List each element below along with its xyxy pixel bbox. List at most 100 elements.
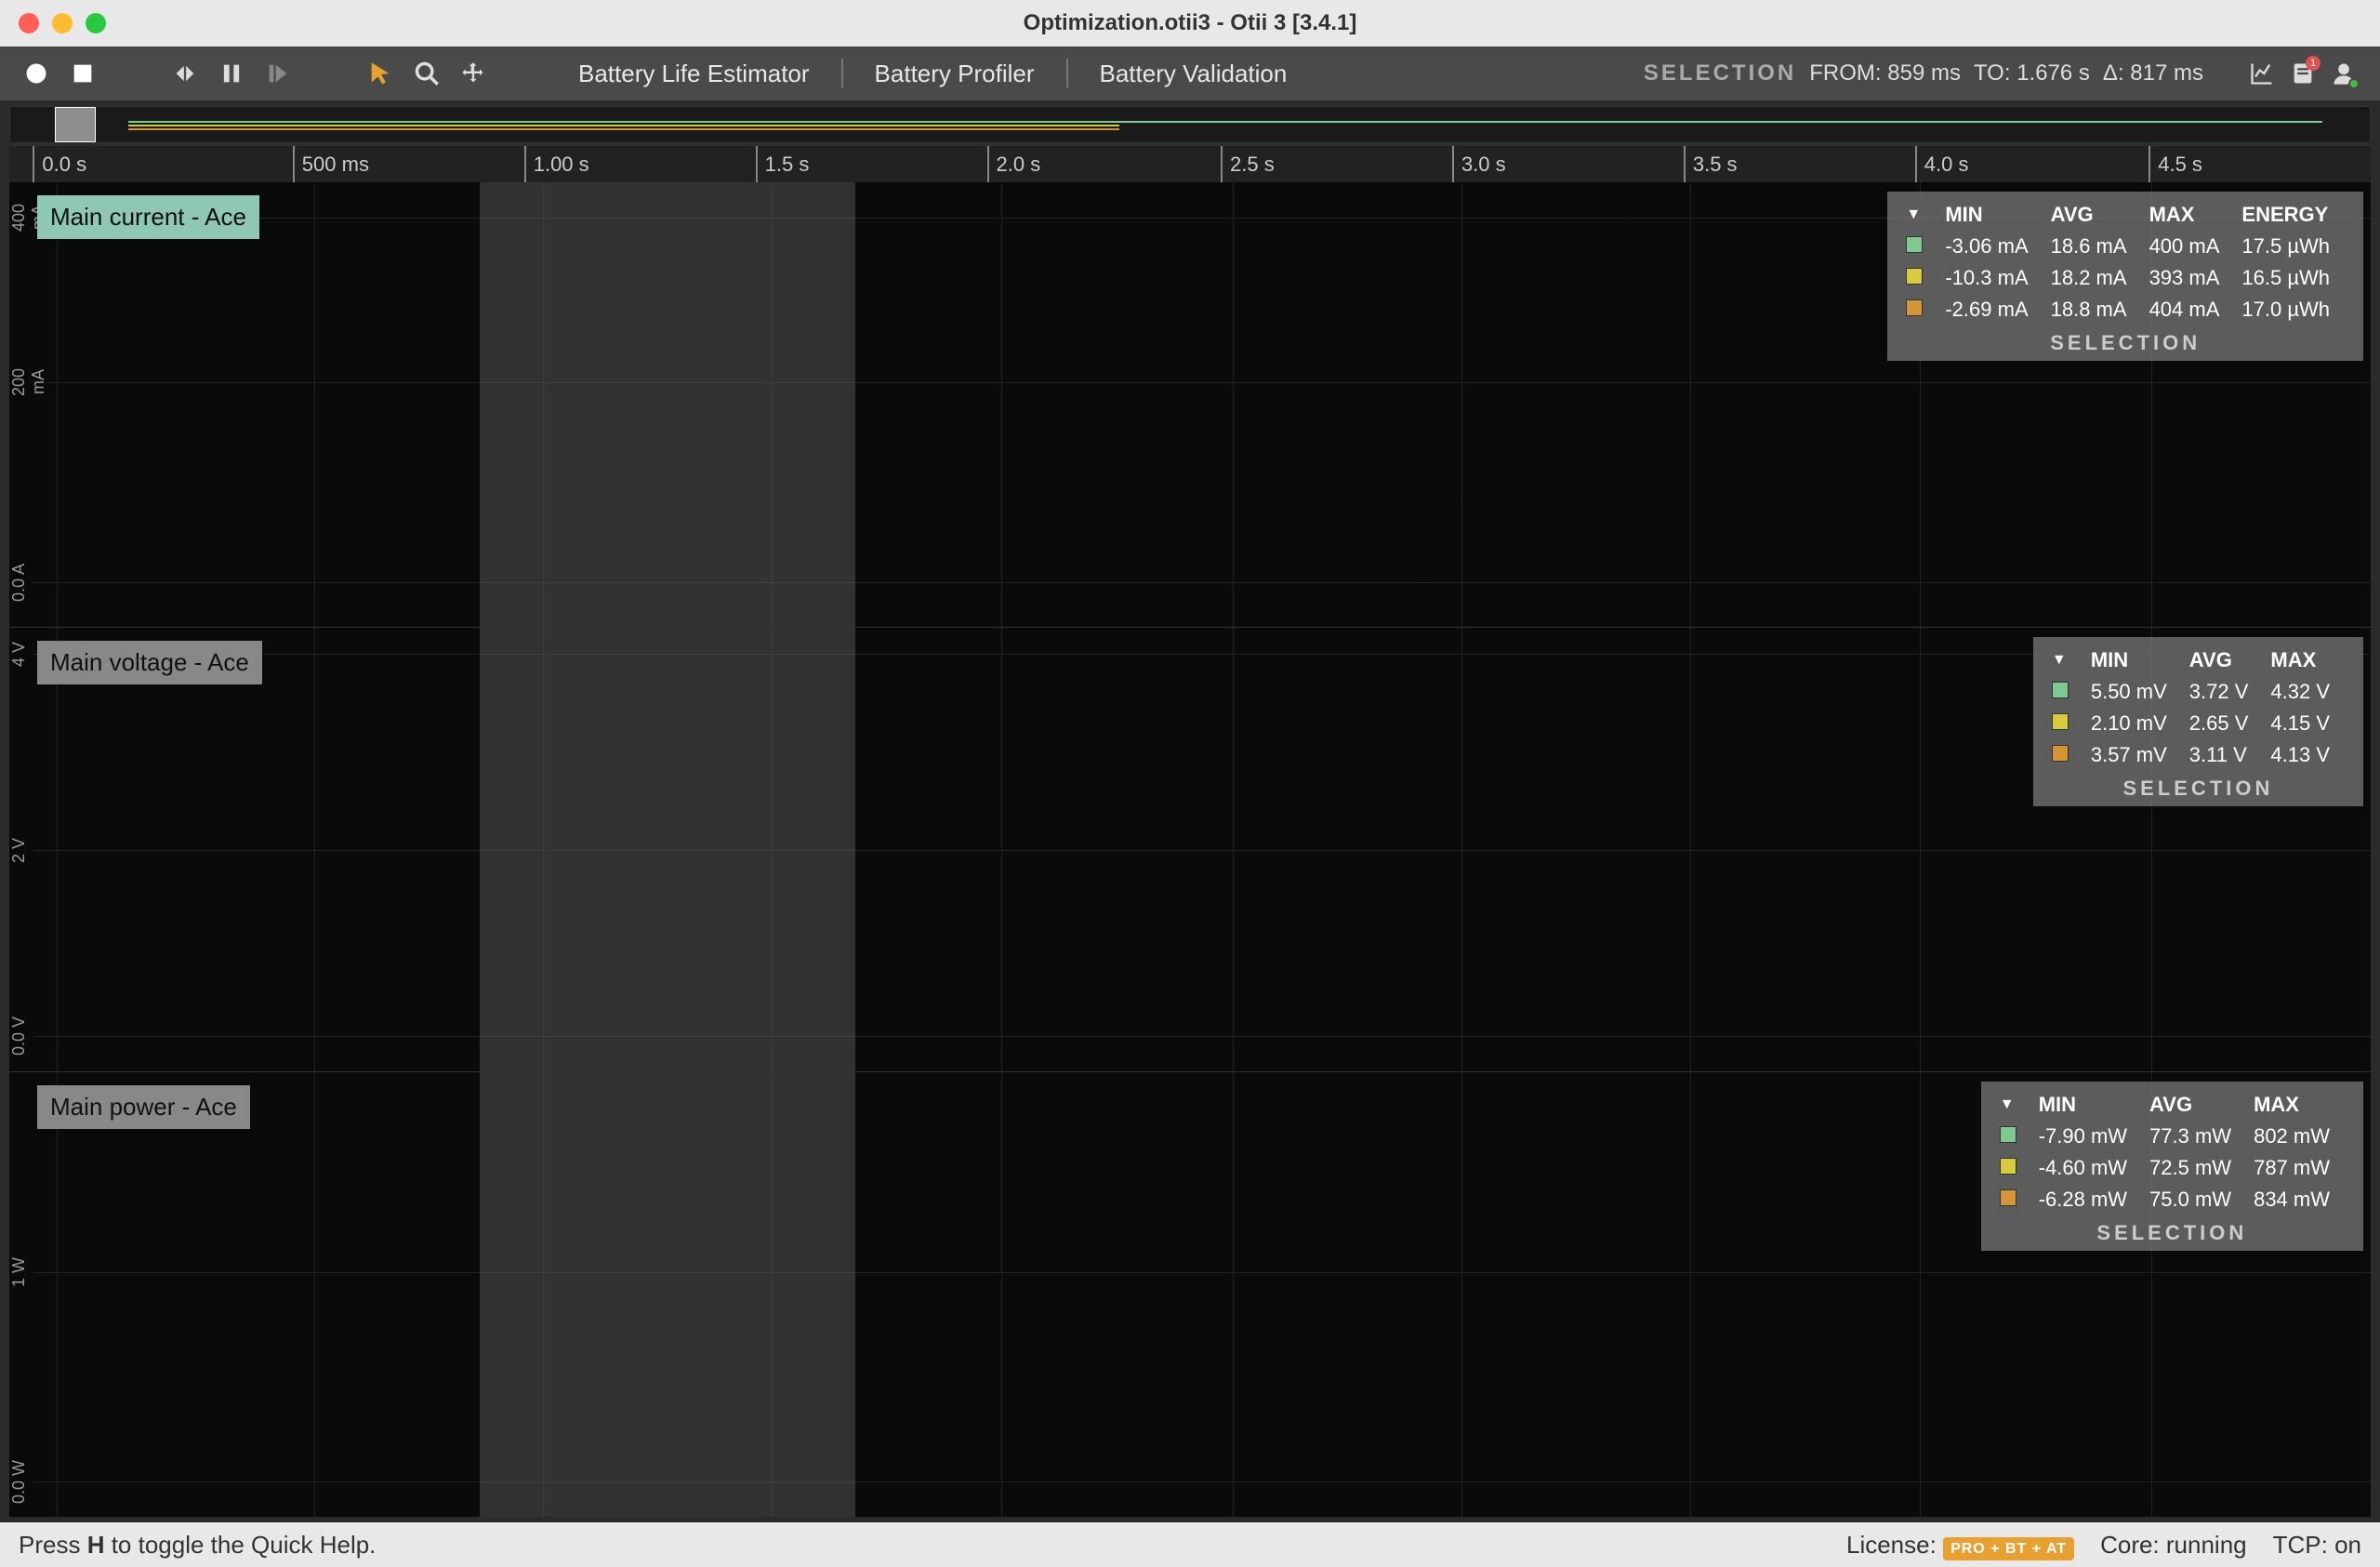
stats-cell: 4.15 V xyxy=(2267,708,2348,739)
stats-header: ENERGY xyxy=(2238,199,2348,231)
pause-icon[interactable] xyxy=(218,60,245,87)
series-swatch-icon xyxy=(2000,1126,2016,1143)
timeline-tick: 0.0 s xyxy=(33,146,86,182)
stats-cell: -10.3 mA xyxy=(1941,262,2046,294)
chart-plot xyxy=(33,628,2371,1072)
series-swatch-icon xyxy=(1906,268,1923,285)
timeline-tick: 2.0 s xyxy=(987,146,1041,182)
stats-footer: SELECTION xyxy=(2048,771,2348,803)
chart-power[interactable]: 1 W0.0 WMain power - Ace▼MINAVGMAX-7.90 … xyxy=(9,1072,2371,1517)
tcp-status: TCP: on xyxy=(2273,1531,2361,1560)
user-status-dot-icon xyxy=(2348,78,2360,89)
stats-cell: -3.06 mA xyxy=(1941,231,2046,262)
timeline-tick: 1.5 s xyxy=(756,146,810,182)
minimap[interactable] xyxy=(9,106,2371,143)
chart-voltage[interactable]: 4 V2 V0.0 VMain voltage - Ace▼MINAVGMAX5… xyxy=(9,628,2371,1073)
stats-dropdown-icon[interactable]: ▼ xyxy=(2048,644,2087,676)
help-hint: Press H to toggle the Quick Help. xyxy=(19,1531,376,1560)
series-swatch-icon xyxy=(2000,1189,2016,1206)
stats-box: ▼MINAVGMAXENERGY-3.06 mA18.6 mA400 mA17.… xyxy=(1887,192,2363,361)
timeline-tick: 4.0 s xyxy=(1915,146,1969,182)
tab-battery-validation[interactable]: Battery Validation xyxy=(1091,54,1297,94)
chart-label[interactable]: Main current - Ace xyxy=(37,195,259,239)
stats-cell: 17.5 µWh xyxy=(2238,231,2348,262)
chart-label[interactable]: Main voltage - Ace xyxy=(37,641,262,684)
chart-current[interactable]: 400 mA200 mA0.0 AMain current - Ace▼MINA… xyxy=(9,182,2371,628)
selection-from-label: FROM: xyxy=(1809,60,1881,86)
toolbar: Battery Life Estimator Battery Profiler … xyxy=(0,46,2380,100)
stats-cell: 18.6 mA xyxy=(2047,231,2146,262)
series-swatch-icon xyxy=(2052,682,2069,698)
stats-cell: 3.11 V xyxy=(2186,739,2268,771)
stats-cell: 3.57 mV xyxy=(2087,739,2186,771)
stats-box: ▼MINAVGMAX5.50 mV3.72 V4.32 V2.10 mV2.65… xyxy=(2033,637,2363,806)
series-swatch-icon xyxy=(2000,1158,2016,1175)
trace-orange xyxy=(33,660,2371,1036)
close-window-icon[interactable] xyxy=(19,13,39,33)
stats-cell: 17.0 µWh xyxy=(2238,294,2348,325)
selection-label: SELECTION xyxy=(1644,60,1796,86)
y-axis-tick: 4 V xyxy=(9,631,33,676)
chart-icon[interactable] xyxy=(2248,60,2276,87)
minimap-trace xyxy=(128,121,2322,123)
tab-divider xyxy=(1066,59,1068,88)
notifications-icon[interactable]: 1 xyxy=(2289,60,2317,87)
selection-delta-label: Δ: xyxy=(2103,60,2124,86)
core-status: Core: running xyxy=(2100,1531,2247,1560)
stats-cell: 18.8 mA xyxy=(2047,294,2146,325)
trace-yellow xyxy=(33,663,2371,1036)
pointer-icon[interactable] xyxy=(366,60,394,87)
tab-battery-life-estimator[interactable]: Battery Life Estimator xyxy=(569,54,819,94)
stats-footer: SELECTION xyxy=(1902,325,2348,357)
step-back-icon[interactable] xyxy=(171,60,199,87)
stats-header: MIN xyxy=(2035,1089,2146,1121)
stats-cell: 18.2 mA xyxy=(2047,262,2146,294)
minimap-viewport[interactable] xyxy=(55,107,96,142)
tab-battery-profiler[interactable]: Battery Profiler xyxy=(866,54,1044,94)
stats-header: MAX xyxy=(2146,199,2239,231)
stats-header: AVG xyxy=(2146,1089,2250,1121)
selection-to-label: TO: xyxy=(1974,60,2011,86)
stats-cell: 72.5 mW xyxy=(2146,1152,2250,1184)
series-swatch-icon xyxy=(2052,745,2069,762)
stats-cell: 2.10 mV xyxy=(2087,708,2186,739)
timeline-tick: 1.00 s xyxy=(524,146,589,182)
stop-icon[interactable] xyxy=(69,60,97,87)
minimap-trace xyxy=(128,128,1119,130)
maximize-window-icon[interactable] xyxy=(86,13,106,33)
user-icon[interactable] xyxy=(2330,60,2358,87)
timeline[interactable]: 0.0 s500 ms1.00 s1.5 s2.0 s2.5 s3.0 s3.5… xyxy=(9,145,2371,182)
license-badge: PRO + BT + AT xyxy=(1943,1537,2074,1560)
stats-cell: 834 mW xyxy=(2250,1184,2348,1215)
timeline-tick: 3.0 s xyxy=(1452,146,1506,182)
selection-from-value: 859 ms xyxy=(1887,60,1961,86)
series-swatch-icon xyxy=(1906,299,1923,316)
step-forward-icon[interactable] xyxy=(264,60,292,87)
stats-header: AVG xyxy=(2047,199,2146,231)
stats-dropdown-icon[interactable]: ▼ xyxy=(1996,1089,2035,1121)
selection-to-value: 1.676 s xyxy=(2016,60,2090,86)
stats-header: MIN xyxy=(1941,199,2046,231)
record-icon[interactable] xyxy=(22,60,50,87)
series-swatch-icon xyxy=(1906,236,1923,253)
stats-header: MIN xyxy=(2087,644,2186,676)
trace-green xyxy=(33,658,2371,1036)
timeline-tick: 2.5 s xyxy=(1221,146,1275,182)
search-icon[interactable] xyxy=(413,60,441,87)
y-axis-tick: 0.0 W xyxy=(9,1459,33,1504)
stats-header: AVG xyxy=(2186,644,2268,676)
tab-divider xyxy=(841,59,843,88)
stats-footer: SELECTION xyxy=(1996,1215,2348,1247)
move-icon[interactable] xyxy=(459,60,487,87)
window-title: Optimization.otii3 - Otii 3 [3.4.1] xyxy=(1024,10,1357,36)
stats-cell: 5.50 mV xyxy=(2087,676,2186,708)
y-axis-tick: 400 mA xyxy=(9,195,33,240)
statusbar: Press H to toggle the Quick Help. Licens… xyxy=(0,1522,2380,1567)
minimize-window-icon[interactable] xyxy=(52,13,73,33)
stats-dropdown-icon[interactable]: ▼ xyxy=(1902,199,1941,231)
stats-box: ▼MINAVGMAX-7.90 mW77.3 mW802 mW-4.60 mW7… xyxy=(1981,1082,2363,1251)
minimap-trace xyxy=(128,125,1119,126)
y-axis-tick: 200 mA xyxy=(9,360,33,405)
chart-label[interactable]: Main power - Ace xyxy=(37,1085,250,1129)
stats-cell: -4.60 mW xyxy=(2035,1152,2146,1184)
